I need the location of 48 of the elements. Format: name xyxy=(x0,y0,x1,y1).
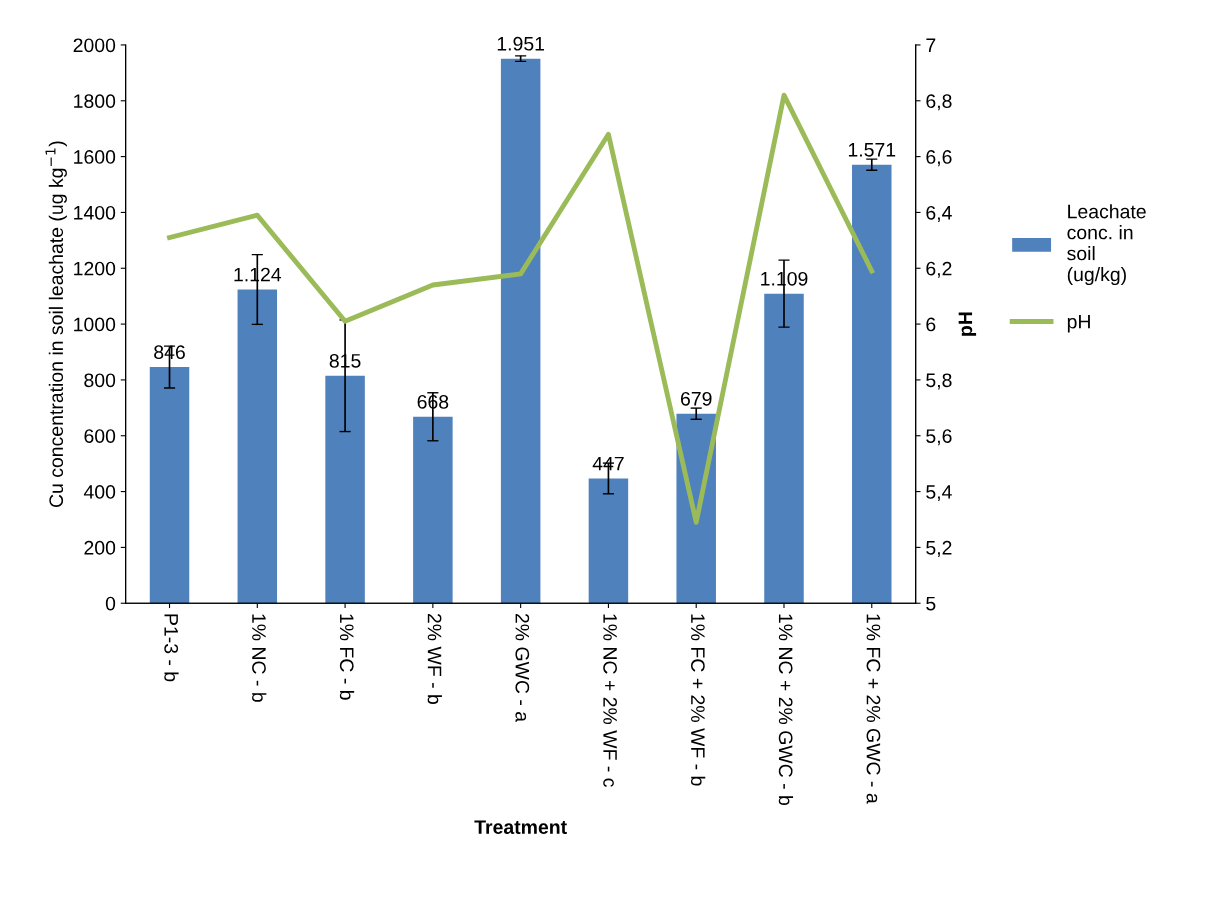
y2-tick-label: 6,2 xyxy=(926,261,952,278)
y2-tick-label: 5,4 xyxy=(926,485,952,502)
y2-tick-label: 5,6 xyxy=(926,429,952,446)
y-axis-title: Cu concentration in soil leachate (ug kg$^{−1}$) xyxy=(45,141,67,508)
y-tick-label: 1000 xyxy=(74,317,116,332)
legend-label: Leachate conc. in soil (ug/kg) xyxy=(1067,204,1146,286)
y2-tick-label: 5,2 xyxy=(926,540,952,557)
y2-tick-label: 6,8 xyxy=(926,94,952,111)
x-tick-label: 1% FC + 2% WF - b xyxy=(690,614,706,786)
y-tick-label: 1600 xyxy=(74,150,116,164)
y2-tick-label: 6,6 xyxy=(926,150,952,167)
bar xyxy=(237,289,278,604)
x-tick-label: 1% NC + 2% WF - c xyxy=(603,614,617,787)
y2-tick-label: 5 xyxy=(926,596,936,611)
y-tick-label: 200 xyxy=(84,540,116,555)
x-tick-label: 1% FC - b xyxy=(339,614,355,700)
x-tick-label: 1% NC - b xyxy=(252,614,267,702)
data-label: 1.951 xyxy=(497,36,545,51)
x-axis-title: Treatment xyxy=(474,820,567,834)
y2-tick-label: 6,4 xyxy=(926,205,952,222)
y2-tick-label: 7 xyxy=(926,38,936,52)
bar xyxy=(325,375,365,604)
x-tick-label: 1% FC + 2% GWC - a xyxy=(866,614,881,804)
bar xyxy=(764,293,804,604)
bar xyxy=(413,416,453,604)
y2-tick-label: 5,8 xyxy=(926,373,952,390)
bar xyxy=(500,58,541,604)
data-label: 447 xyxy=(592,456,624,471)
y-tick-label: 1800 xyxy=(74,94,116,109)
y-tick-label: 600 xyxy=(84,429,116,443)
bar xyxy=(852,164,892,604)
legend-label: pH xyxy=(1067,314,1090,333)
y-tick-label: 800 xyxy=(84,373,116,388)
x-tick-label: 2% WF - b xyxy=(427,613,442,704)
data-label: 679 xyxy=(680,391,712,406)
y-tick-label: 1400 xyxy=(74,205,116,220)
y-tick-label: 0 xyxy=(105,596,116,611)
data-label: 1.571 xyxy=(848,143,896,157)
y2-tick-label: 6 xyxy=(926,317,936,332)
y-tick-label: 2000 xyxy=(73,38,116,53)
y-tick-label: 400 xyxy=(83,485,116,499)
y-tick-label: 1200 xyxy=(74,261,116,276)
y2-axis-title: pH xyxy=(958,312,977,336)
x-tick-label: P1-3 - b xyxy=(164,614,179,682)
bar xyxy=(149,367,190,604)
bar xyxy=(588,478,629,604)
x-tick-label: 1% NC + 2% GWC - b xyxy=(778,614,794,805)
x-tick-label: 2% GWC - a xyxy=(515,613,530,723)
